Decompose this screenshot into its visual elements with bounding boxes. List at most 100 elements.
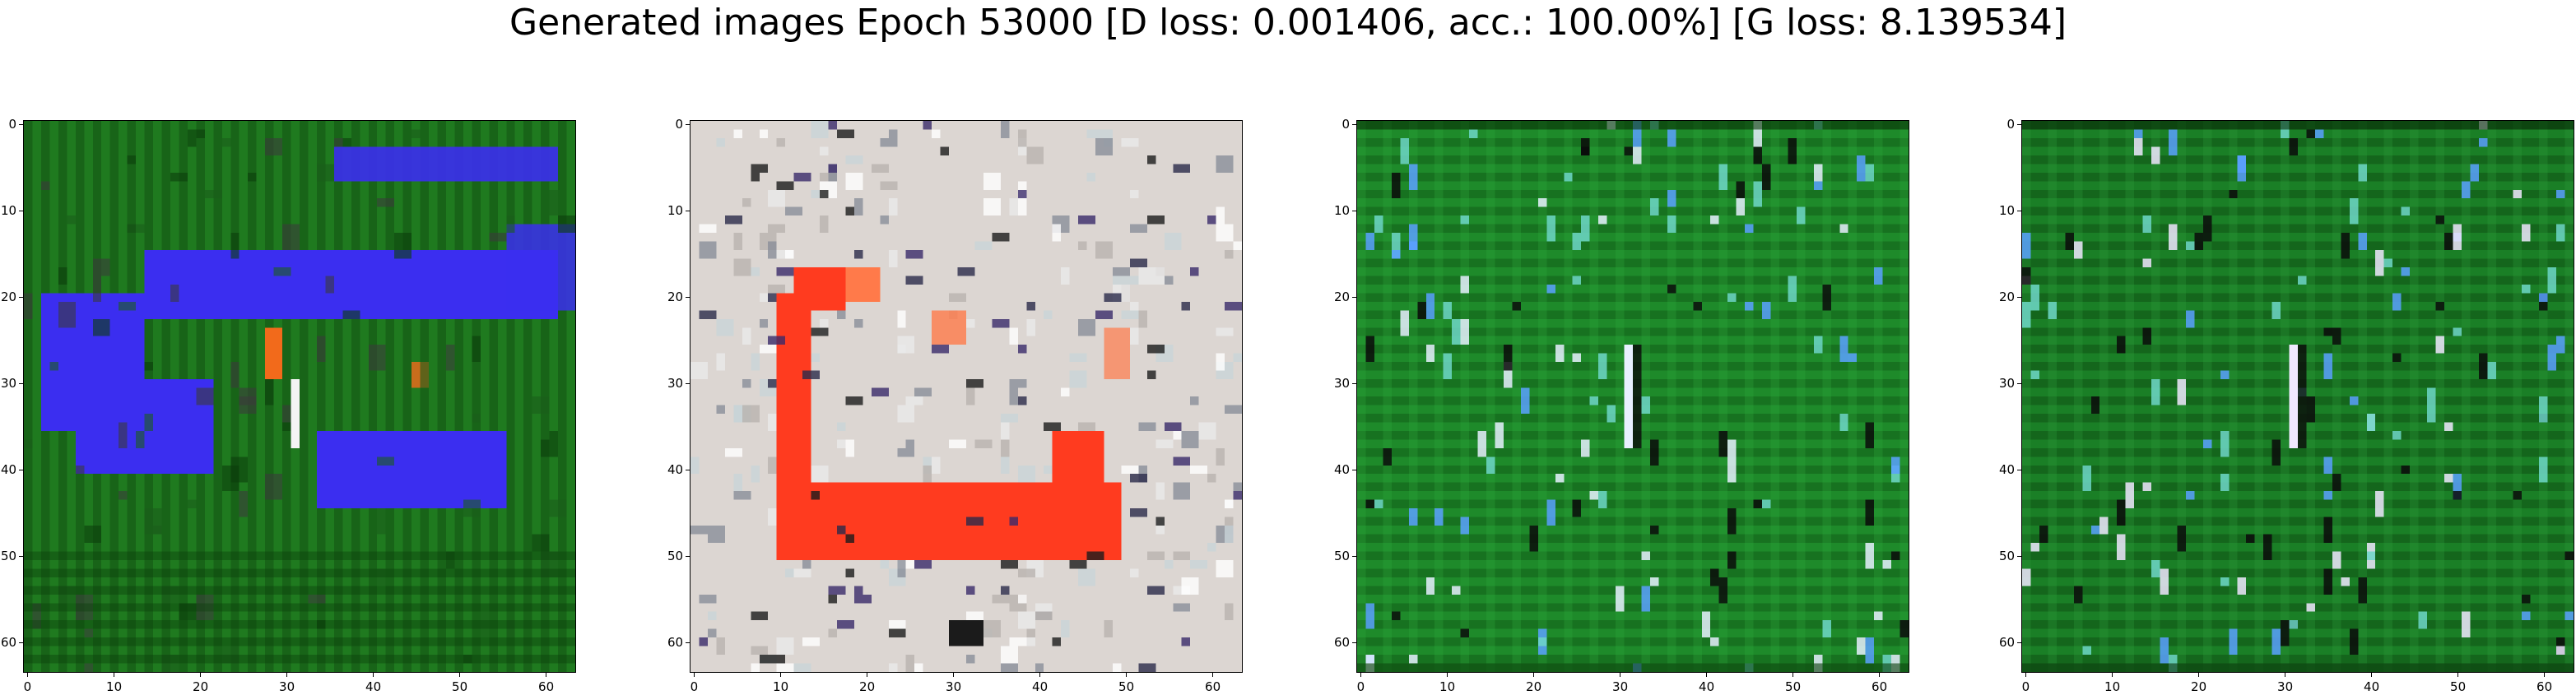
y-tick-label: 10 bbox=[667, 203, 684, 219]
y-tick-mark bbox=[686, 642, 690, 644]
x-tick-label: 10 bbox=[106, 679, 123, 694]
y-tick-label: 0 bbox=[1341, 117, 1351, 132]
x-tick-label: 50 bbox=[2450, 679, 2467, 694]
x-tick-mark bbox=[1533, 673, 1535, 677]
y-tick-mark bbox=[1352, 383, 1356, 385]
y-tick-label: 30 bbox=[1334, 376, 1351, 392]
y-tick-label: 10 bbox=[1, 203, 17, 219]
x-tick-label: 0 bbox=[1356, 679, 1365, 694]
y-tick-label: 40 bbox=[1, 462, 17, 478]
generated-image-3 bbox=[1356, 120, 1909, 673]
x-tick-label: 0 bbox=[2021, 679, 2030, 694]
x-tick-mark bbox=[459, 673, 461, 677]
y-tick-mark bbox=[1352, 297, 1356, 299]
y-tick-label: 30 bbox=[667, 376, 684, 392]
y-tick-mark bbox=[1352, 556, 1356, 558]
x-tick-mark bbox=[1706, 673, 1708, 677]
y-tick-label: 50 bbox=[667, 549, 684, 564]
y-tick-mark bbox=[19, 642, 23, 644]
x-tick-label: 20 bbox=[1526, 679, 1542, 694]
x-tick-mark bbox=[1126, 673, 1128, 677]
y-tick-label: 40 bbox=[1999, 462, 2016, 478]
x-tick-mark bbox=[2371, 673, 2373, 677]
y-tick-mark bbox=[19, 556, 23, 558]
x-tick-mark bbox=[2112, 673, 2113, 677]
y-tick-label: 20 bbox=[1999, 290, 2016, 305]
x-tick-label: 20 bbox=[193, 679, 209, 694]
x-tick-label: 0 bbox=[690, 679, 699, 694]
x-tick-mark bbox=[2457, 673, 2459, 677]
y-tick-mark bbox=[2017, 642, 2021, 644]
y-tick-mark bbox=[2017, 297, 2021, 299]
y-tick-label: 40 bbox=[1334, 462, 1351, 478]
x-tick-mark bbox=[1447, 673, 1448, 677]
x-tick-label: 30 bbox=[946, 679, 962, 694]
x-tick-label: 40 bbox=[1032, 679, 1049, 694]
generated-image-1 bbox=[23, 120, 576, 673]
x-tick-mark bbox=[1039, 673, 1041, 677]
x-tick-label: 50 bbox=[1785, 679, 1802, 694]
x-tick-label: 50 bbox=[452, 679, 468, 694]
y-tick-label: 40 bbox=[667, 462, 684, 478]
y-tick-label: 60 bbox=[1, 635, 17, 651]
x-tick-mark bbox=[2544, 673, 2546, 677]
y-tick-label: 20 bbox=[667, 290, 684, 305]
y-tick-label: 60 bbox=[1334, 635, 1351, 651]
y-tick-label: 60 bbox=[667, 635, 684, 651]
y-tick-label: 30 bbox=[1, 376, 17, 392]
x-tick-label: 10 bbox=[1439, 679, 1456, 694]
y-tick-mark bbox=[19, 383, 23, 385]
y-tick-label: 60 bbox=[1999, 635, 2016, 651]
x-tick-label: 10 bbox=[2104, 679, 2121, 694]
generated-image-4 bbox=[2021, 120, 2574, 673]
x-tick-mark bbox=[2025, 673, 2027, 677]
y-tick-mark bbox=[686, 383, 690, 385]
y-tick-mark bbox=[686, 124, 690, 126]
y-tick-mark bbox=[1352, 124, 1356, 126]
x-tick-mark bbox=[200, 673, 202, 677]
x-tick-mark bbox=[1879, 673, 1881, 677]
y-tick-mark bbox=[686, 556, 690, 558]
x-tick-label: 20 bbox=[859, 679, 876, 694]
y-tick-label: 10 bbox=[1999, 203, 2016, 219]
x-tick-label: 60 bbox=[1205, 679, 1221, 694]
x-tick-label: 10 bbox=[773, 679, 789, 694]
y-tick-label: 50 bbox=[1, 549, 17, 564]
x-tick-mark bbox=[1212, 673, 1214, 677]
x-tick-label: 60 bbox=[2536, 679, 2553, 694]
generated-image-2 bbox=[690, 120, 1243, 673]
x-tick-mark bbox=[2198, 673, 2200, 677]
y-tick-label: 0 bbox=[8, 117, 17, 132]
y-tick-label: 30 bbox=[1999, 376, 2016, 392]
x-tick-label: 30 bbox=[279, 679, 295, 694]
x-tick-label: 20 bbox=[2191, 679, 2207, 694]
y-tick-mark bbox=[1352, 642, 1356, 644]
x-tick-label: 30 bbox=[2277, 679, 2294, 694]
y-tick-mark bbox=[2017, 124, 2021, 126]
y-tick-label: 10 bbox=[1334, 203, 1351, 219]
y-tick-mark bbox=[19, 297, 23, 299]
x-tick-label: 40 bbox=[2364, 679, 2380, 694]
x-tick-label: 40 bbox=[1699, 679, 1715, 694]
x-tick-mark bbox=[694, 673, 695, 677]
x-tick-mark bbox=[1360, 673, 1362, 677]
x-tick-label: 50 bbox=[1118, 679, 1135, 694]
y-tick-label: 50 bbox=[1334, 549, 1351, 564]
y-tick-label: 20 bbox=[1, 290, 17, 305]
x-tick-mark bbox=[27, 673, 29, 677]
x-tick-label: 60 bbox=[1872, 679, 1888, 694]
figure-title: Generated images Epoch 53000 [D loss: 0.… bbox=[509, 2, 2067, 44]
y-tick-mark bbox=[2017, 556, 2021, 558]
x-tick-label: 40 bbox=[365, 679, 382, 694]
x-tick-label: 60 bbox=[538, 679, 555, 694]
y-tick-label: 0 bbox=[675, 117, 684, 132]
x-tick-mark bbox=[373, 673, 374, 677]
x-tick-label: 0 bbox=[23, 679, 32, 694]
y-tick-label: 20 bbox=[1334, 290, 1351, 305]
y-tick-mark bbox=[19, 124, 23, 126]
x-tick-label: 30 bbox=[1612, 679, 1629, 694]
